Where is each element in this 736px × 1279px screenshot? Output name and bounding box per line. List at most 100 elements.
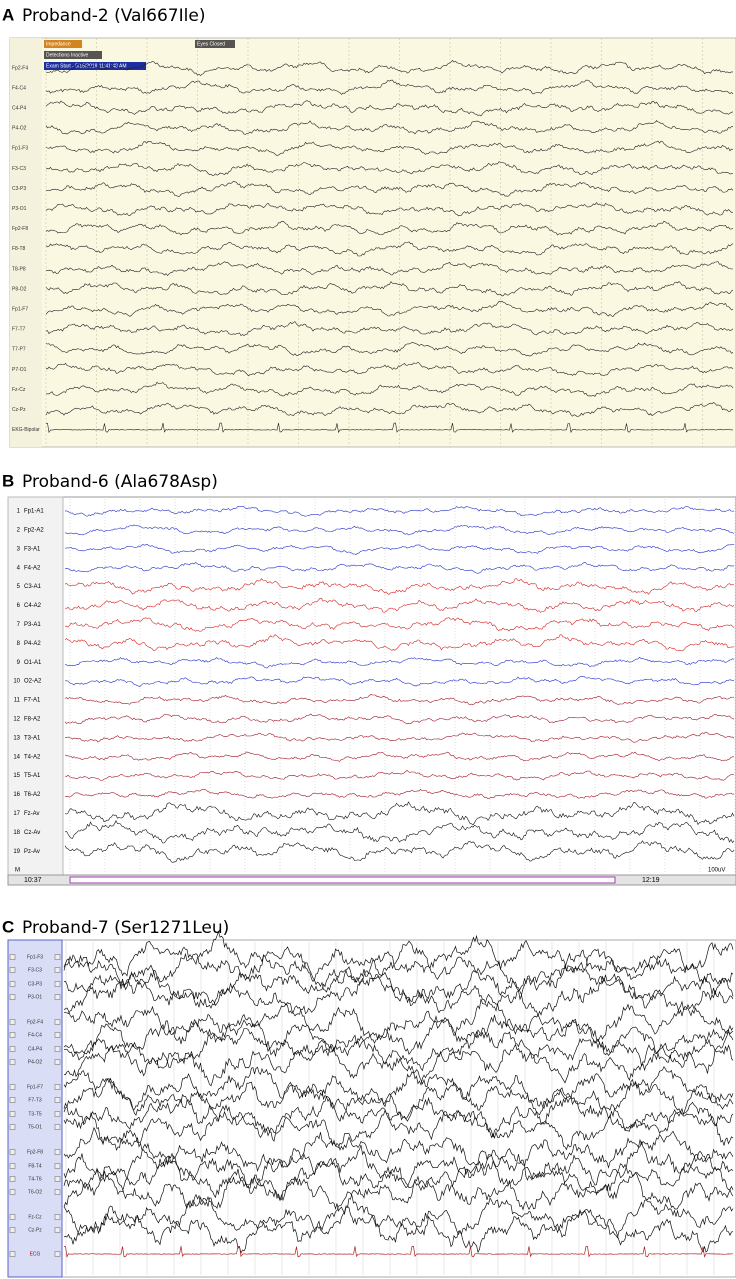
eeg-trace — [63, 949, 734, 996]
channel-button — [9, 1059, 16, 1065]
channel-button — [9, 967, 16, 973]
channel-label: F4-A2 — [24, 565, 41, 571]
channel-button — [9, 981, 16, 987]
channel-button — [9, 1111, 16, 1117]
eeg-trace — [45, 402, 734, 417]
channel-button — [9, 1097, 16, 1103]
channel-label: F7-T3 — [28, 1097, 42, 1103]
eeg-trace — [63, 1157, 734, 1202]
panel-title: Proband-7 (Ser1271Leu) — [22, 918, 229, 938]
channel-button — [54, 1227, 61, 1233]
eeg-trace — [63, 1191, 734, 1239]
channel-label: Fp2-F4 — [12, 65, 28, 71]
eeg-trace — [45, 321, 734, 337]
eeg-trace — [64, 524, 735, 536]
eeg-trace — [45, 120, 734, 135]
channel-number: 10 — [13, 679, 20, 685]
eeg-trace — [45, 161, 733, 176]
channel-button — [54, 954, 61, 960]
channel-button — [54, 1084, 61, 1090]
channel-button — [54, 1046, 61, 1052]
channel-label: C3-P3 — [28, 981, 42, 987]
channel-label: F3-A1 — [24, 546, 41, 552]
panel-title: Proband-2 (Val667Ile) — [22, 6, 205, 26]
eeg-trace — [64, 1245, 733, 1258]
time-start: 10:37 — [24, 877, 42, 884]
channel-label: C3-P3 — [12, 186, 26, 192]
amplitude-scale: 100uV — [708, 868, 725, 874]
channel-button — [9, 1046, 16, 1052]
eeg-trace — [64, 562, 735, 574]
channel-button — [9, 1124, 16, 1130]
event-tag-text: Impedance — [46, 42, 71, 48]
channel-label: F4-C4 — [28, 1032, 42, 1038]
eeg-trace — [64, 769, 735, 781]
eeg-trace — [63, 973, 734, 1018]
eeg-trace — [45, 59, 734, 77]
channel-button — [9, 954, 16, 960]
channel-button — [54, 994, 61, 1000]
channel-number: 17 — [13, 811, 20, 817]
eeg-trace — [63, 1089, 734, 1139]
channel-button — [9, 1032, 16, 1038]
channel-label: Cz-Av — [24, 830, 40, 836]
eeg-trace — [45, 180, 734, 197]
channel-label: C4-P4 — [28, 1046, 42, 1052]
channel-button — [54, 1149, 61, 1155]
channel-column — [7, 496, 64, 876]
channel-number: 15 — [13, 773, 20, 779]
channel-button — [54, 967, 61, 973]
channel-label: Fp2-F8 — [12, 226, 28, 232]
channel-label: T5-A1 — [24, 773, 41, 779]
channel-button — [9, 1149, 16, 1155]
channel-label: P3-O1 — [12, 206, 27, 212]
eeg-trace — [64, 751, 735, 762]
channel-button — [54, 981, 61, 987]
eeg-trace — [45, 100, 734, 117]
panel-label: A — [2, 5, 14, 24]
channel-label: P7-O1 — [12, 367, 27, 373]
channel-button — [54, 1097, 61, 1103]
eeg-trace — [64, 656, 735, 669]
eeg-trace — [45, 79, 734, 95]
channel-label: EKG-Bipolar — [12, 427, 40, 433]
channel-label: P3-A1 — [24, 622, 41, 628]
channel-button — [9, 994, 16, 1000]
channel-number: 8 — [17, 641, 21, 647]
channel-label: F7-T7 — [12, 327, 26, 333]
eeg-trace — [64, 820, 735, 844]
channel-button — [9, 1189, 16, 1195]
panel-label: B — [2, 471, 14, 490]
channel-button — [54, 1059, 61, 1065]
channel-number: 19 — [13, 849, 20, 855]
eeg-trace — [63, 1170, 734, 1216]
channel-button — [9, 1214, 16, 1220]
eeg-trace — [64, 840, 735, 863]
channel-label: F7-A1 — [24, 698, 41, 704]
eeg-trace — [64, 731, 735, 743]
channel-label: Fz-Cz — [12, 387, 26, 393]
channel-column — [10, 38, 42, 447]
channel-button — [54, 1111, 61, 1117]
channel-number: 3 — [17, 546, 21, 552]
channel-button — [9, 1163, 16, 1169]
eeg-trace — [64, 634, 735, 652]
channel-label: Cz-Pz — [12, 407, 26, 413]
channel-number: 13 — [13, 735, 20, 741]
channel-label: Fp1-F7 — [27, 1084, 43, 1090]
timeline-track[interactable] — [69, 876, 616, 884]
channel-label: Cz-Pz — [28, 1227, 42, 1233]
eeg-trace — [63, 930, 734, 982]
eeg-trace — [65, 675, 735, 687]
channel-label: Fz-Av — [24, 811, 40, 817]
eeg-trace — [63, 1126, 734, 1173]
channel-label: T4-T6 — [28, 1176, 42, 1182]
channel-label: T6-A2 — [24, 792, 41, 798]
channel-label: F8-T8 — [12, 246, 26, 252]
channel-label: P4-O2 — [12, 126, 27, 132]
channel-label: Fp2-F4 — [27, 1019, 43, 1025]
channel-label: Fp2-F8 — [27, 1149, 43, 1155]
channel-number: 6 — [17, 603, 21, 609]
eeg-panel — [7, 939, 736, 1278]
channel-label: T3-A1 — [24, 735, 41, 741]
